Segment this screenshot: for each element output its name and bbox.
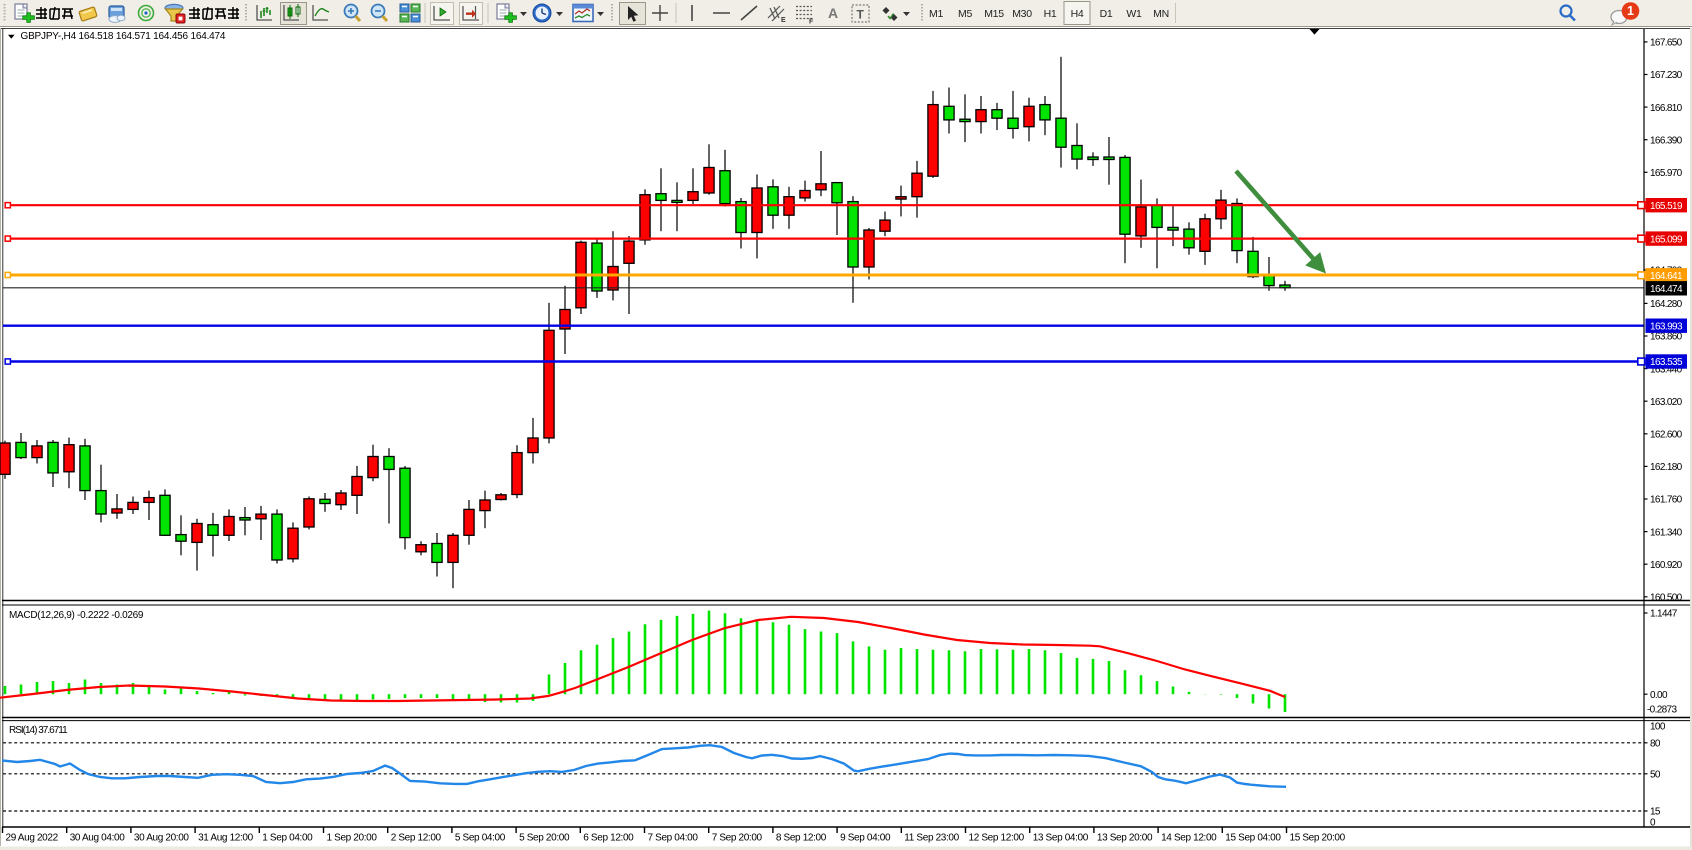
svg-text:12 Sep 12:00: 12 Sep 12:00: [969, 833, 1025, 844]
svg-text:W1: W1: [1126, 8, 1142, 20]
svg-text:H4: H4: [1071, 8, 1084, 20]
svg-text:30 Aug 04:00: 30 Aug 04:00: [70, 833, 126, 844]
svg-text:11 Sep 23:00: 11 Sep 23:00: [904, 833, 959, 844]
svg-text:163.020: 163.020: [1650, 397, 1683, 408]
svg-text:7 Sep 20:00: 7 Sep 20:00: [712, 833, 763, 844]
svg-text:GBPJPY-,H4 164.518 164.571 16: GBPJPY-,H4 164.518 164.571 164.456 164.4…: [21, 31, 226, 42]
svg-text:165.519: 165.519: [1650, 201, 1683, 212]
svg-text:166.810: 166.810: [1650, 103, 1683, 114]
svg-text:29 Aug 2022: 29 Aug 2022: [6, 833, 59, 844]
svg-text:160.920: 160.920: [1650, 560, 1683, 571]
svg-text:M1: M1: [929, 8, 943, 20]
svg-text:163.440: 163.440: [1650, 364, 1683, 375]
svg-text:1 Sep 20:00: 1 Sep 20:00: [327, 833, 378, 844]
svg-text:161.340: 161.340: [1650, 527, 1683, 538]
svg-text:50: 50: [1650, 770, 1661, 781]
svg-text:H1: H1: [1044, 8, 1057, 20]
svg-text:164.474: 164.474: [1650, 284, 1683, 295]
svg-text:30 Aug 20:00: 30 Aug 20:00: [134, 833, 190, 844]
svg-text:100: 100: [1650, 722, 1666, 733]
svg-text:-0.2873: -0.2873: [1647, 705, 1677, 716]
svg-text:162.600: 162.600: [1650, 430, 1683, 441]
svg-text:15: 15: [1650, 807, 1661, 818]
svg-text:F: F: [809, 19, 814, 26]
svg-text:15 Sep 04:00: 15 Sep 04:00: [1225, 833, 1281, 844]
svg-text:164.280: 164.280: [1650, 299, 1683, 310]
svg-text:A: A: [828, 5, 838, 21]
svg-text:165.970: 165.970: [1650, 168, 1683, 179]
svg-text:161.760: 161.760: [1650, 495, 1683, 506]
svg-text:5 Sep 20:00: 5 Sep 20:00: [519, 833, 570, 844]
svg-text:M5: M5: [958, 8, 972, 20]
svg-text:13 Sep 04:00: 13 Sep 04:00: [1033, 833, 1089, 844]
svg-text:14 Sep 12:00: 14 Sep 12:00: [1161, 833, 1217, 844]
svg-text:163.535: 163.535: [1650, 357, 1683, 368]
svg-text:13 Sep 20:00: 13 Sep 20:00: [1097, 833, 1153, 844]
svg-text:0.00: 0.00: [1650, 690, 1668, 701]
svg-text:165.099: 165.099: [1650, 234, 1683, 245]
svg-text:M15: M15: [984, 8, 1004, 20]
svg-text:7 Sep 04:00: 7 Sep 04:00: [648, 833, 699, 844]
svg-text:164.641: 164.641: [1650, 271, 1683, 282]
svg-text:167.230: 167.230: [1650, 70, 1683, 81]
svg-text:1 Sep 04:00: 1 Sep 04:00: [262, 833, 313, 844]
svg-text:0: 0: [1650, 818, 1656, 829]
svg-text:T: T: [857, 8, 865, 22]
svg-text:1.1447: 1.1447: [1650, 609, 1678, 620]
svg-text:2 Sep 12:00: 2 Sep 12:00: [391, 833, 442, 844]
svg-text:MN: MN: [1153, 8, 1169, 20]
svg-text:15 Sep 20:00: 15 Sep 20:00: [1290, 833, 1346, 844]
svg-text:80: 80: [1650, 739, 1661, 750]
svg-text:167.650: 167.650: [1650, 38, 1683, 49]
svg-text:166.390: 166.390: [1650, 135, 1683, 146]
svg-text:8 Sep 12:00: 8 Sep 12:00: [776, 833, 827, 844]
svg-text:5 Sep 04:00: 5 Sep 04:00: [455, 833, 506, 844]
svg-text:1: 1: [1627, 4, 1634, 18]
svg-text:9 Sep 04:00: 9 Sep 04:00: [840, 833, 891, 844]
svg-text:162.180: 162.180: [1650, 462, 1683, 473]
svg-text:E: E: [781, 17, 786, 24]
svg-text:6 Sep 12:00: 6 Sep 12:00: [583, 833, 634, 844]
svg-text:163.993: 163.993: [1650, 321, 1683, 332]
svg-text:MACD(12,26,9) -0.2222 -0.0269: MACD(12,26,9) -0.2222 -0.0269: [9, 610, 144, 621]
svg-text:160.500: 160.500: [1650, 593, 1683, 604]
svg-text:M30: M30: [1012, 8, 1032, 20]
svg-text:163.860: 163.860: [1650, 332, 1683, 343]
svg-text:31 Aug 12:00: 31 Aug 12:00: [198, 833, 254, 844]
svg-text:RSI(14) 37.6711: RSI(14) 37.6711: [9, 725, 68, 736]
svg-text:D1: D1: [1100, 8, 1113, 20]
